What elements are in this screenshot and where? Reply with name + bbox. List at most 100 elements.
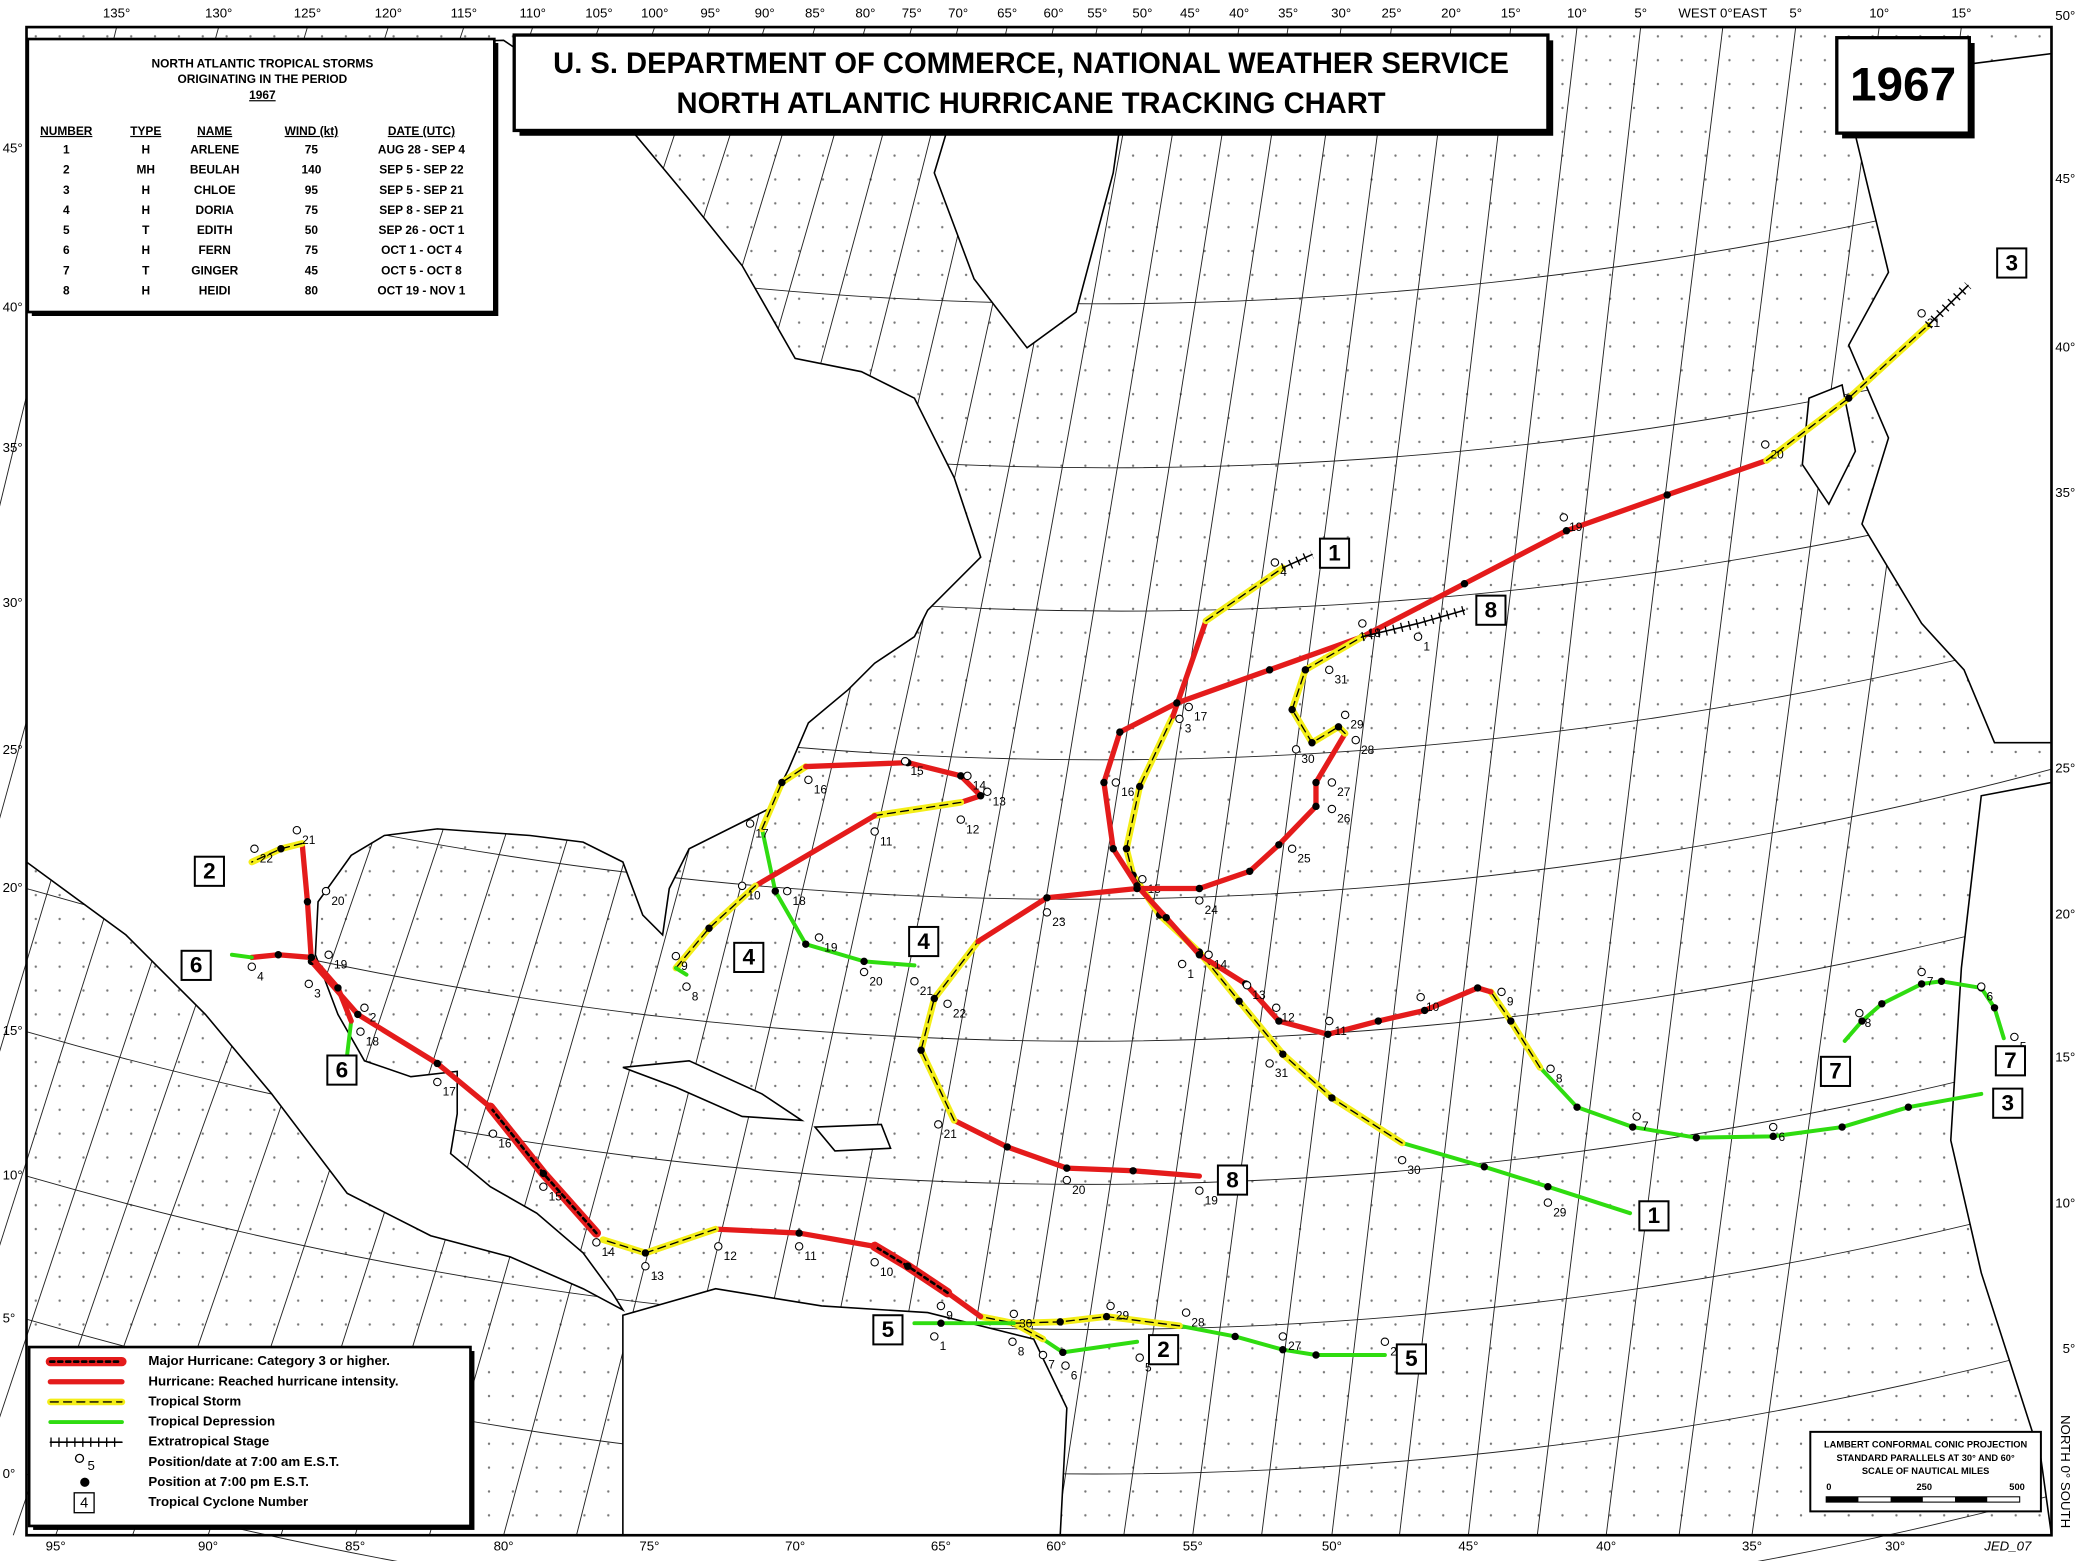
table-cell: HEIDI xyxy=(199,284,231,298)
longitude-label: 85° xyxy=(345,1539,365,1554)
position-date: 7 xyxy=(1927,975,1934,989)
pm-position xyxy=(705,924,713,932)
cyclone-number-box xyxy=(908,925,940,958)
tropical-storm-dash xyxy=(1013,1315,1181,1327)
am-position xyxy=(1111,778,1121,787)
longitude-label: 60° xyxy=(1046,1539,1066,1554)
position-date: 7 xyxy=(1642,1119,1649,1133)
pm-position xyxy=(1878,1000,1886,1008)
pm-position xyxy=(1663,491,1671,499)
position-date: 20 xyxy=(1072,1183,1086,1197)
storm-track: 2 3 4 6 6 xyxy=(180,949,377,1086)
am-position xyxy=(1917,309,1926,318)
am-position xyxy=(1242,981,1252,990)
position-date: 3 xyxy=(314,987,321,1001)
legend: Major Hurricane: Category 3 or higher. Hu… xyxy=(45,1353,399,1514)
longitude-label: 130° xyxy=(205,5,232,20)
pm-position xyxy=(904,1262,912,1270)
pm-position xyxy=(1195,884,1204,893)
table-cell: SEP 5 - SEP 22 xyxy=(379,163,464,177)
parallel xyxy=(26,1175,2052,1330)
latitude-label: 45° xyxy=(3,141,23,156)
position-date: 17 xyxy=(443,1085,457,1099)
title-box xyxy=(512,33,1550,133)
am-position xyxy=(714,1242,723,1251)
map-frame xyxy=(25,25,2053,1537)
am-position xyxy=(292,825,302,835)
longitude-label: 105° xyxy=(585,5,612,20)
tropical-storm-dash xyxy=(1205,567,1284,622)
cyclone-number: 3 xyxy=(2001,1090,2014,1115)
pm-position xyxy=(1122,845,1131,853)
am-position xyxy=(592,1238,601,1247)
cyclone-number-box xyxy=(1395,1343,1427,1375)
pm-position xyxy=(303,898,312,906)
pm-position xyxy=(1235,997,1243,1005)
am-position xyxy=(1327,804,1337,814)
legend-sample-number: 4 xyxy=(80,1495,88,1511)
latitude-label: 20° xyxy=(3,880,23,895)
longitude-label: 80° xyxy=(494,1539,514,1554)
am-position xyxy=(1632,1112,1641,1121)
pm-position xyxy=(802,940,810,948)
hurricane-track xyxy=(1101,457,1770,1037)
meridian xyxy=(1123,27,1342,1536)
position-date: 11 xyxy=(1335,1024,1348,1038)
meridian xyxy=(1678,27,1880,1536)
pm-position xyxy=(976,792,985,800)
position-date: 13 xyxy=(651,1269,665,1283)
side-text: NORTH 0° SOUTH xyxy=(2058,1415,2073,1528)
am-position xyxy=(1135,1353,1144,1362)
am-position xyxy=(1138,874,1147,884)
am-position xyxy=(870,827,879,836)
pm-position xyxy=(1328,1094,1336,1102)
position-date: 2 xyxy=(370,1011,377,1025)
meridian xyxy=(648,26,1008,1536)
am-position xyxy=(1358,619,1367,628)
table-header: NAME xyxy=(197,124,232,138)
position-date: 9 xyxy=(1507,995,1514,1009)
longitude-label: 55° xyxy=(1183,1539,1203,1554)
longitude-label: 20° xyxy=(1441,5,1461,20)
position-date: 20 xyxy=(331,894,345,908)
table-cell: OCT 19 - NOV 1 xyxy=(377,284,465,298)
cyclone-number-box xyxy=(326,1054,358,1086)
table-cell: 75 xyxy=(305,142,319,156)
am-position xyxy=(1351,735,1360,745)
cyclone-number: 7 xyxy=(2004,1048,2017,1073)
pm-position xyxy=(1136,782,1144,791)
longitude-label: 125° xyxy=(294,5,321,20)
position-date: 21 xyxy=(302,833,316,847)
am-position xyxy=(1062,1175,1072,1185)
am-position xyxy=(250,844,259,853)
position-date: 22 xyxy=(953,1007,967,1021)
am-position xyxy=(360,1003,369,1013)
latitude-label: 40° xyxy=(3,300,23,315)
position-date: 6 xyxy=(1778,1130,1785,1144)
table-cell: 50 xyxy=(305,223,319,237)
pm-position xyxy=(1265,666,1274,674)
longitude-label: 135° xyxy=(103,5,130,20)
table-cell: BEULAH xyxy=(190,163,240,177)
longitude-label: 40° xyxy=(1596,1539,1616,1554)
longitude-label: 10° xyxy=(1567,5,1587,20)
pm-position xyxy=(1420,1006,1429,1015)
pm-position xyxy=(795,1229,803,1237)
depression-track xyxy=(1400,1140,1633,1216)
position-date: 11 xyxy=(804,1249,817,1263)
land xyxy=(25,39,2053,1537)
latitude-label: 35° xyxy=(3,440,23,455)
position-date: 21 xyxy=(1927,316,1941,330)
am-position xyxy=(794,1242,804,1251)
pm-position xyxy=(1544,1182,1552,1191)
meridian xyxy=(940,27,1191,1536)
legend-am-dot xyxy=(74,1453,85,1464)
position-date: 26 xyxy=(1337,812,1351,826)
position-date: 17 xyxy=(1194,710,1208,724)
position-date: 13 xyxy=(993,795,1007,809)
am-position xyxy=(1855,1008,1864,1018)
legend-sample-date: 5 xyxy=(87,1458,94,1473)
position-date: 8 xyxy=(1556,1072,1563,1086)
cyclone-number: 2 xyxy=(203,859,216,884)
cyclone-number-box xyxy=(1638,1200,1670,1232)
